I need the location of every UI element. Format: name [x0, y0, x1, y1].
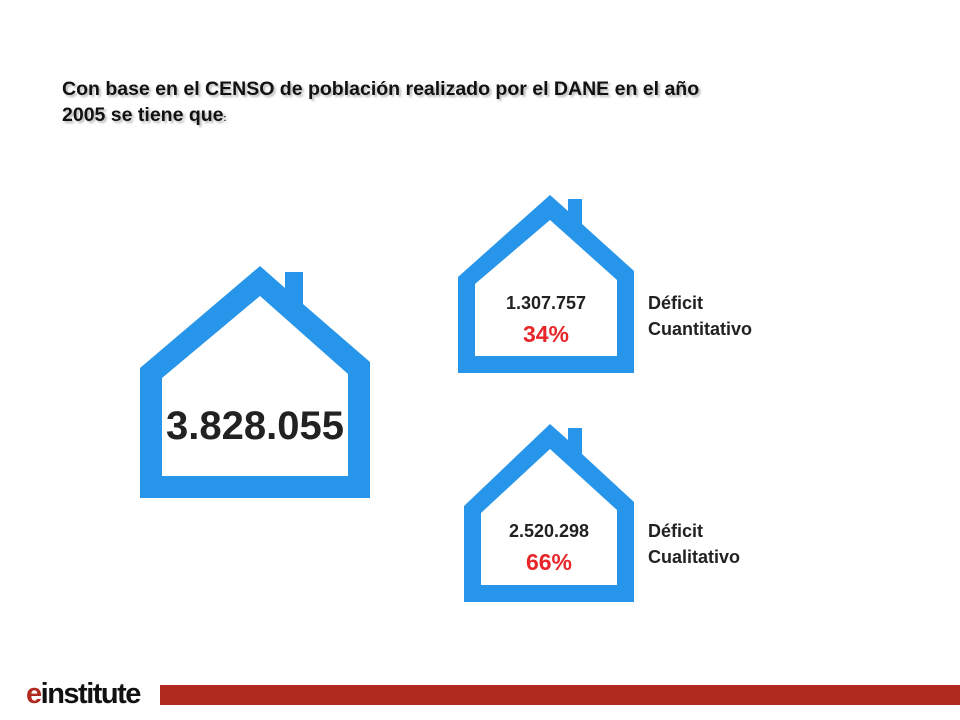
house-shape — [458, 195, 634, 373]
qualitative-label-line-1: Déficit — [648, 521, 704, 541]
quantitative-label: Déficit Cuantitativo — [648, 290, 752, 342]
title-line-2: 2005 se tiene que — [62, 104, 224, 126]
quantitative-label-line-2: Cuantitativo — [648, 319, 753, 339]
qualitative-value: 2.520.298 — [508, 521, 590, 541]
total-housing-value: 3.828.055 — [166, 404, 344, 448]
einstitute-logo: einstitute — [26, 674, 142, 714]
house-shape — [464, 424, 634, 602]
house-qualitative-icon — [464, 424, 634, 602]
logo-text: institute — [40, 678, 142, 710]
house-shape — [140, 266, 370, 498]
title-suffix: : — [223, 113, 227, 123]
qualitative-percent: 66% — [525, 549, 573, 575]
quantitative-value: 1.307.757 — [505, 293, 587, 313]
house-quantitative-icon — [458, 195, 634, 373]
qualitative-label-line-2: Cualitativo — [648, 547, 741, 567]
logo-e: e — [26, 678, 42, 710]
footer-bar — [160, 685, 960, 705]
house-total-icon — [140, 266, 370, 498]
quantitative-percent: 34% — [522, 321, 570, 347]
title-line-1: Con base en el CENSO de población realiz… — [62, 78, 700, 100]
quantitative-label-line-1: Déficit — [648, 293, 704, 313]
qualitative-label: Déficit Cualitativo — [648, 518, 740, 570]
slide-title: Con base en el CENSO de población realiz… — [62, 76, 882, 131]
